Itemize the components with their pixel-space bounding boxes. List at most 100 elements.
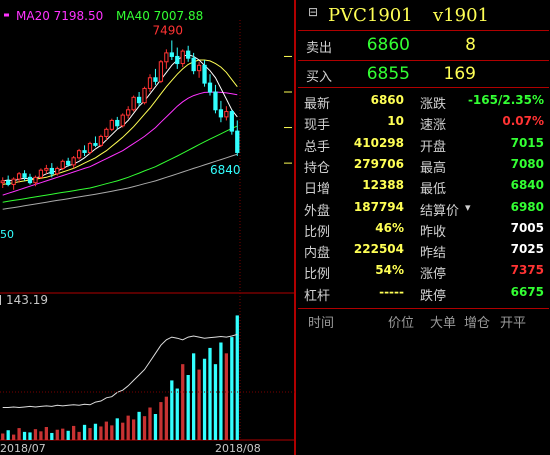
bid-volume: 169 xyxy=(443,64,476,84)
candle-body xyxy=(169,52,174,57)
volume-bar xyxy=(186,375,190,440)
volume-bar xyxy=(126,415,130,440)
volume-bar xyxy=(202,358,207,440)
stat-value: 0.07% xyxy=(502,114,544,129)
candle-body xyxy=(44,167,49,171)
stat-value: 6860 xyxy=(370,93,404,107)
bid-row[interactable]: 买入 6855 169 xyxy=(298,61,549,88)
volume-bar xyxy=(159,402,163,440)
tick-header-oi-change: 增仓 xyxy=(464,316,491,331)
volume-bar xyxy=(88,428,92,440)
left-price-label: 50 xyxy=(0,228,14,241)
open-interest-line xyxy=(2,333,238,409)
candle-body xyxy=(147,77,153,89)
volume-bar xyxy=(153,414,158,440)
tick-header: 时间 价位 大单 增仓 开平 xyxy=(298,310,549,331)
ask-label: 卖出 xyxy=(306,41,333,56)
stats-row: 最新 6860 涨跌 -165/2.35% xyxy=(298,91,550,112)
stat-value: 279706 xyxy=(353,156,404,171)
volume-bar xyxy=(61,428,65,440)
title-box: ⊟ PVC1901 v1901 xyxy=(298,0,549,31)
volume-bar xyxy=(219,342,223,440)
ma20-line xyxy=(2,91,238,196)
candle-body xyxy=(180,50,185,65)
candle-body xyxy=(235,130,240,153)
candle-body xyxy=(218,109,224,118)
stat-label: 比例 xyxy=(304,267,331,283)
ma10-line xyxy=(2,59,238,185)
candle-body xyxy=(66,160,71,166)
stat-label: 日增 xyxy=(304,182,331,198)
candle-body xyxy=(76,150,82,159)
candle-body xyxy=(104,128,109,137)
stat-value: 6840 xyxy=(510,178,544,193)
volume-bar xyxy=(170,380,174,440)
volume-bar xyxy=(142,416,147,440)
volume-bar xyxy=(17,428,21,440)
stat-label: 内盘 xyxy=(304,246,331,262)
tick-header-bigorder: 大单 xyxy=(430,316,457,331)
volume-bar xyxy=(192,353,196,440)
ask-volume: 8 xyxy=(465,35,476,55)
candle-body xyxy=(175,55,180,65)
high-price-label: 7490 xyxy=(153,23,184,37)
candle-body xyxy=(164,52,169,63)
stat-label: 涨停 xyxy=(420,267,447,283)
candle-body xyxy=(55,167,60,175)
tick-header-price: 价位 xyxy=(388,316,415,331)
stat-value: 187794 xyxy=(353,199,404,214)
stat-label: 外盘 xyxy=(304,203,331,219)
volume-bar xyxy=(148,407,152,440)
bid-label: 买入 xyxy=(306,70,333,85)
stat-value: 7080 xyxy=(510,156,544,171)
stats-row: 持仓 279706 最高 7080 xyxy=(298,155,550,176)
candle-body xyxy=(82,150,87,153)
kline-chart-panel[interactable]: 7490 6840 50 MA20 7198.50 MA40 7007.88 143.19… xyxy=(0,0,296,455)
stat-label: 最低 xyxy=(420,182,447,198)
window-close-icon[interactable]: ⊟ xyxy=(308,5,319,19)
stat-value: -165/2.35% xyxy=(467,93,544,107)
stat-label: 最新 xyxy=(304,97,331,112)
candle-body xyxy=(202,64,207,84)
ma5-line xyxy=(2,54,238,182)
stat-value: 7015 xyxy=(510,135,544,150)
dropdown-caret-icon[interactable]: ▾ xyxy=(465,200,471,214)
candle-body xyxy=(191,57,196,72)
candle-body xyxy=(38,169,44,178)
stat-value: 12388 xyxy=(362,178,404,193)
volume-indicator-label: 143.19 xyxy=(6,293,48,307)
candle-body xyxy=(109,119,114,130)
stat-value: 222504 xyxy=(353,242,404,257)
volume-bar xyxy=(110,425,114,440)
stat-label: 结算价 xyxy=(420,203,460,219)
volume-bar xyxy=(213,364,218,440)
stat-value: 7005 xyxy=(510,220,544,235)
volume-bar xyxy=(6,430,10,440)
stat-value: 10 xyxy=(387,114,404,129)
stat-value: 7025 xyxy=(510,242,544,257)
volume-bar xyxy=(22,431,27,440)
ask-price: 6860 xyxy=(366,35,410,55)
volume-bar xyxy=(55,429,59,440)
stat-label: 比例 xyxy=(304,224,331,240)
candle-body xyxy=(224,111,229,118)
volume-bar xyxy=(93,423,98,440)
ask-row[interactable]: 卖出 6860 8 xyxy=(298,31,549,61)
candle-body xyxy=(213,91,218,111)
stat-label: 昨结 xyxy=(420,246,447,262)
candle-body xyxy=(158,61,164,82)
volume-bar xyxy=(224,353,228,440)
ma20-legend: MA20 7198.50 xyxy=(16,9,103,23)
stat-label: 速涨 xyxy=(420,118,447,134)
candle-body xyxy=(186,50,191,59)
candle-body xyxy=(229,111,234,132)
stats-row: 比例 54% 涨停 7375 xyxy=(298,261,550,282)
candle-body xyxy=(0,180,5,184)
ma40-legend: MA40 7007.88 xyxy=(116,9,203,23)
candle-body xyxy=(115,119,120,127)
candle-body xyxy=(131,96,136,111)
candle-body xyxy=(33,176,38,184)
candle-body xyxy=(27,176,33,184)
low-price-label: 6840 xyxy=(210,163,241,177)
candle-body xyxy=(120,114,125,127)
